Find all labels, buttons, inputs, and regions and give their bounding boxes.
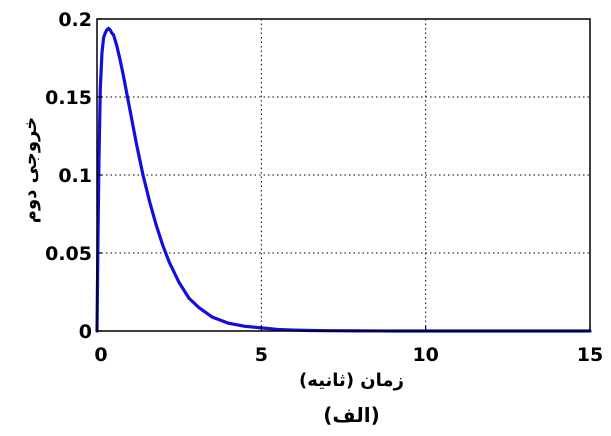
x-tick-label: 5: [255, 344, 268, 366]
ticks: 0 5 10 15 0 0.05 0.1 0.15 0.2: [45, 9, 603, 366]
y-tick-label: 0.2: [58, 9, 92, 31]
x-tick-label: 10: [412, 344, 438, 366]
x-axis-label: زمان (ثانیه): [299, 370, 404, 391]
y-axis-label: خروجی دوم: [20, 117, 41, 223]
x-tick-label: 0: [94, 344, 107, 366]
series-layer: [95, 26, 592, 333]
grid: [97, 19, 590, 331]
y-tick-label: 0.05: [45, 243, 92, 265]
y-tick-label: 0.1: [58, 165, 92, 187]
y-tick-label: 0.15: [45, 87, 92, 109]
figure-caption: (الف): [323, 403, 379, 427]
series-line-0: [95, 26, 592, 333]
x-tick-label: 15: [577, 344, 603, 366]
y-tick-label: 0: [79, 321, 92, 343]
